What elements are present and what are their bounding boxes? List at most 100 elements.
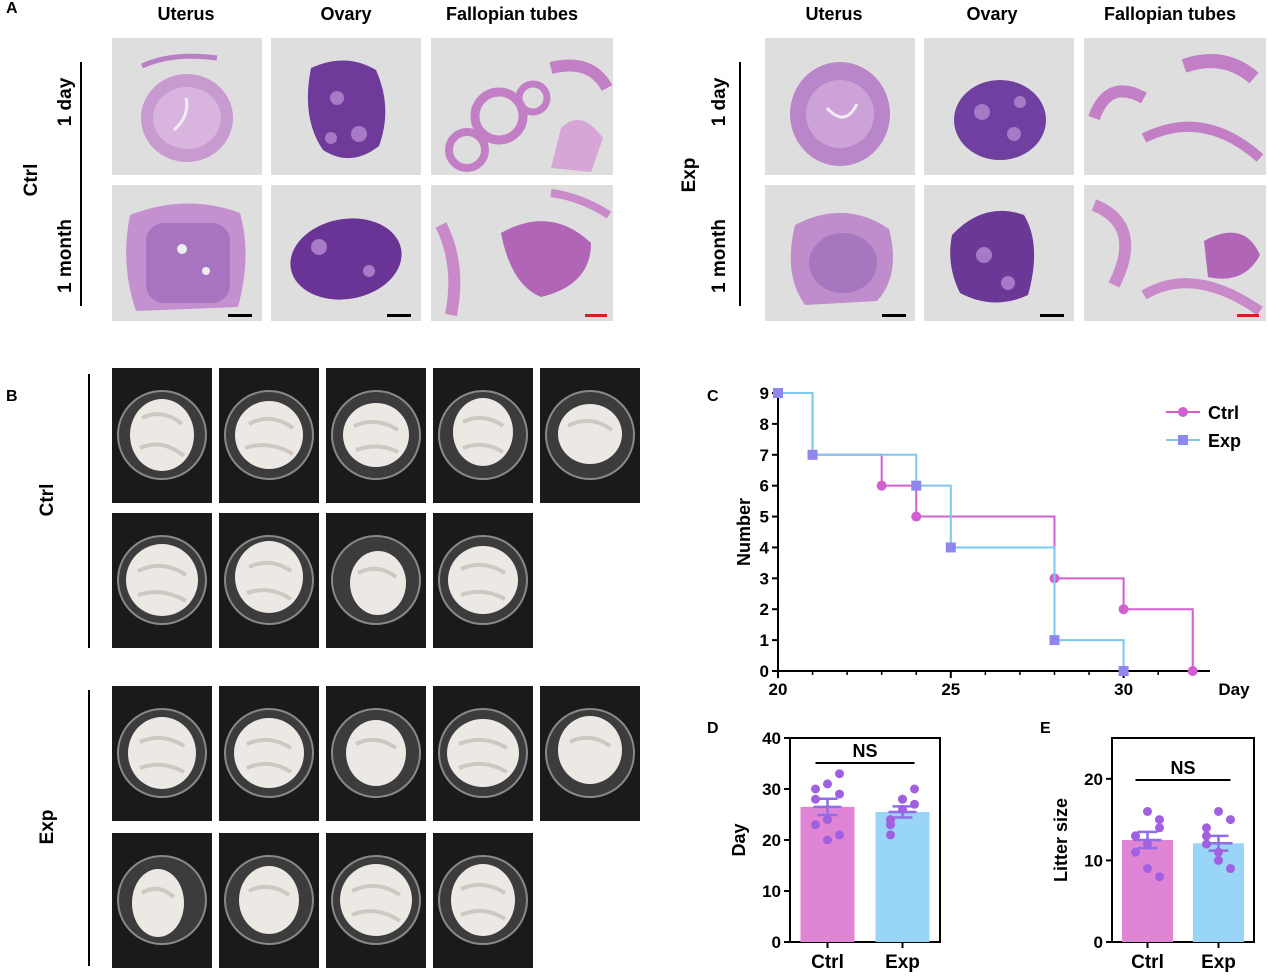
y-tick-label: 2 bbox=[760, 600, 769, 619]
group-label-ctrl-b: Ctrl bbox=[37, 483, 58, 517]
y-tick-label: 9 bbox=[760, 384, 769, 403]
data-point-ctrl bbox=[823, 835, 832, 845]
row-label-1month-exp: 1 month bbox=[709, 219, 730, 293]
y-tick-label: 0 bbox=[1094, 933, 1103, 952]
col-head-ovary-ctrl: Ovary bbox=[320, 4, 372, 24]
survival-step-chart: 0 1 2 3 4 5 6 7 8 9 20 25 30 Day Number Ctrl Exp bbox=[734, 384, 1250, 699]
bar-ctrl bbox=[1121, 840, 1174, 942]
histology-uterus-ctrl-1day bbox=[112, 38, 262, 175]
y-tick-label: 5 bbox=[760, 508, 769, 527]
data-point-ctrl bbox=[811, 820, 820, 830]
data-point-exp bbox=[1202, 831, 1211, 841]
litter-photo-exp-3 bbox=[326, 686, 426, 821]
histology-fallopian-ctrl-1day bbox=[431, 38, 613, 175]
scale-bar bbox=[882, 314, 906, 317]
x-tick-label: 25 bbox=[941, 680, 960, 699]
group-bracket-exp-b bbox=[88, 690, 90, 966]
litter-photo-ctrl-7 bbox=[219, 513, 319, 648]
scale-bar bbox=[387, 314, 411, 317]
litter-photo-ctrl-3 bbox=[326, 368, 426, 503]
litter-photo-ctrl-1 bbox=[112, 368, 212, 503]
series-line-exp bbox=[778, 392, 1125, 671]
data-point-exp bbox=[807, 449, 818, 460]
data-point-ctrl bbox=[823, 779, 832, 789]
col-head-ovary-exp: Ovary bbox=[966, 4, 1018, 24]
litter-photo-ctrl-2 bbox=[219, 368, 319, 503]
data-point-ctrl bbox=[811, 784, 820, 794]
data-point-ctrl bbox=[835, 789, 844, 799]
panel-d-letter: D bbox=[707, 720, 719, 737]
y-tick-label: 10 bbox=[1084, 851, 1103, 870]
group-label-ctrl-a: Ctrl bbox=[21, 163, 42, 197]
data-point-exp bbox=[773, 388, 783, 398]
legend-label-ctrl: Ctrl bbox=[1208, 403, 1239, 423]
litter-photo-exp-8 bbox=[326, 833, 426, 968]
group-label-exp-a: Exp bbox=[679, 157, 700, 193]
litter-photo-ctrl-6 bbox=[112, 513, 212, 648]
litter-photo-ctrl-4 bbox=[433, 368, 533, 503]
histology-uterus-exp-1month bbox=[765, 185, 915, 321]
significance-label: NS bbox=[852, 741, 877, 761]
y-axis-title: Number bbox=[734, 498, 754, 566]
litter-photo-ctrl-9 bbox=[433, 513, 533, 648]
y-tick-label: 6 bbox=[760, 477, 769, 496]
histology-uterus-exp-1day bbox=[765, 38, 915, 175]
group-bracket-ctrl-a bbox=[80, 62, 82, 306]
data-point-exp bbox=[1202, 839, 1211, 849]
data-point-exp bbox=[945, 542, 956, 553]
panel-c-letter: C bbox=[707, 388, 719, 405]
data-point-exp bbox=[886, 830, 895, 840]
litter-size-bar-chart: 0 10 20 Litter size Ctrl Exp NS bbox=[1051, 737, 1255, 973]
row-label-1day-exp: 1 day bbox=[709, 77, 730, 127]
litter-photo-exp-4 bbox=[433, 686, 533, 821]
data-point-ctrl bbox=[835, 769, 844, 779]
data-point-exp bbox=[898, 794, 907, 804]
data-point-exp bbox=[1226, 864, 1235, 874]
data-point-ctrl bbox=[911, 511, 922, 522]
data-point-ctrl bbox=[1143, 864, 1152, 874]
data-point-exp bbox=[1214, 855, 1223, 865]
legend-marker-ctrl bbox=[1178, 407, 1188, 417]
x-axis-title: Day bbox=[1218, 680, 1250, 699]
data-point-exp bbox=[1226, 815, 1235, 825]
group-label-exp-b: Exp bbox=[37, 809, 58, 845]
scale-bar bbox=[1237, 314, 1259, 317]
series-line-ctrl bbox=[778, 392, 1194, 671]
data-point-ctrl bbox=[1131, 831, 1140, 841]
x-tick-label: Ctrl bbox=[811, 952, 844, 973]
y-tick-label: 30 bbox=[762, 780, 781, 799]
data-point-exp bbox=[1202, 823, 1211, 833]
histology-ovary-ctrl-1month bbox=[271, 185, 421, 321]
legend-marker-exp bbox=[1178, 435, 1188, 445]
histology-fallopian-exp-1day bbox=[1084, 38, 1266, 175]
y-tick-label: 3 bbox=[760, 569, 769, 588]
y-tick-label: 7 bbox=[760, 446, 769, 465]
litter-photo-exp-7 bbox=[219, 833, 319, 968]
y-tick-label: 4 bbox=[760, 538, 770, 557]
litter-photo-exp-2 bbox=[219, 686, 319, 821]
data-point-ctrl bbox=[835, 830, 844, 840]
y-tick-label: 0 bbox=[760, 662, 769, 681]
col-head-fallopian-ctrl: Fallopian tubes bbox=[445, 4, 578, 24]
data-point-ctrl bbox=[1143, 806, 1152, 816]
bar-exp bbox=[875, 811, 930, 942]
litter-photo-exp-9 bbox=[433, 833, 533, 968]
histology-ovary-exp-1day bbox=[924, 38, 1074, 175]
data-point-ctrl bbox=[876, 480, 887, 491]
row-label-1month-ctrl: 1 month bbox=[55, 219, 76, 293]
y-axis-title: Litter size bbox=[1051, 798, 1071, 882]
data-point-exp bbox=[1214, 806, 1223, 816]
data-point-ctrl bbox=[823, 815, 832, 825]
col-head-uterus-ctrl: Uterus bbox=[157, 4, 215, 24]
data-point-exp bbox=[898, 804, 907, 814]
significance-label: NS bbox=[1170, 758, 1195, 778]
y-tick-label: 20 bbox=[762, 831, 781, 850]
data-point-ctrl bbox=[1155, 872, 1164, 882]
histology-uterus-ctrl-1month bbox=[112, 185, 262, 321]
histology-fallopian-exp-1month bbox=[1084, 185, 1266, 321]
x-tick-label: Exp bbox=[885, 952, 920, 973]
group-bracket-exp-a bbox=[739, 62, 741, 306]
litter-photo-exp-6 bbox=[112, 833, 212, 968]
panel-e-letter: E bbox=[1040, 720, 1051, 737]
data-point-ctrl bbox=[1155, 815, 1164, 825]
